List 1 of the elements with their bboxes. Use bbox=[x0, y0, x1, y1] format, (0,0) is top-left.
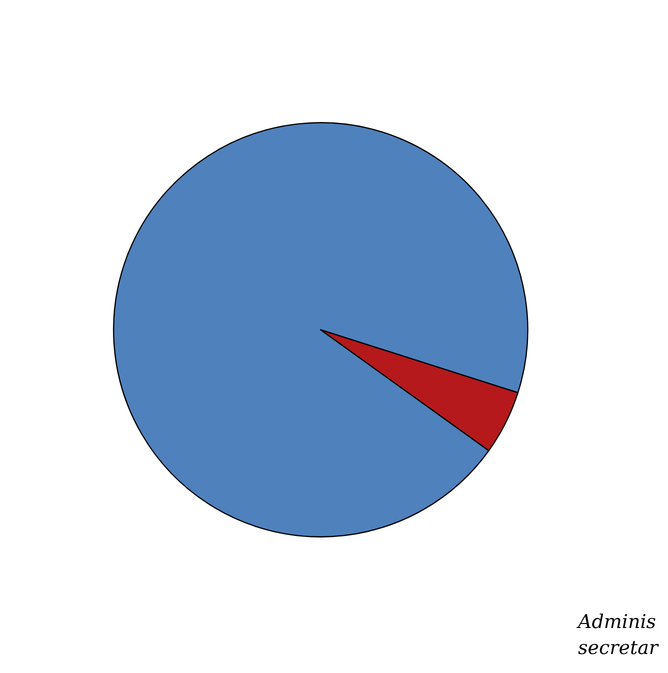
text: Adminis secretar bbox=[576, 611, 660, 659]
